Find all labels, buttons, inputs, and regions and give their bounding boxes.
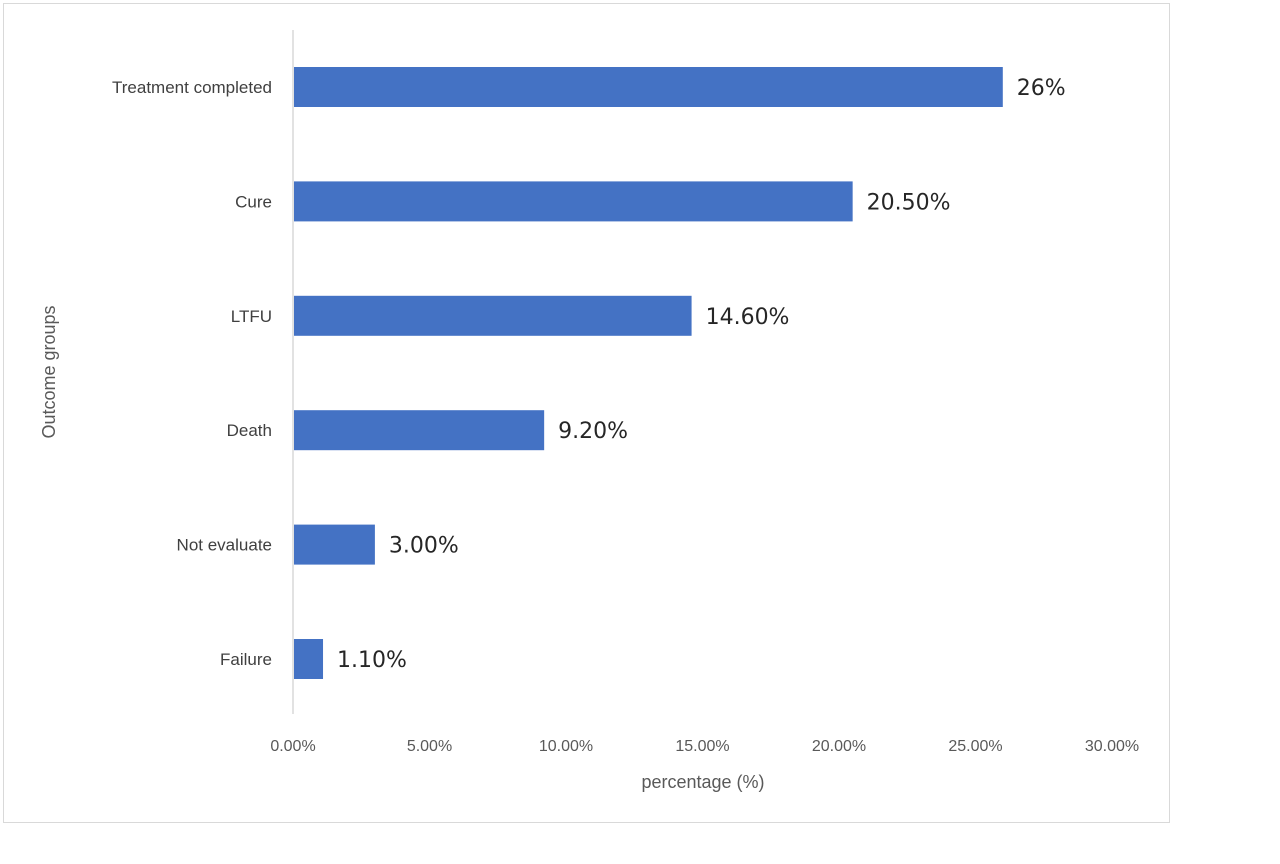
x-tick-label: 10.00% [539,738,593,755]
data-label: 3.00% [389,534,459,559]
bar [294,295,692,336]
x-tick-label: 25.00% [948,738,1002,755]
data-label: 14.60% [706,305,790,330]
bar [294,524,375,565]
category-label: Not evaluate [177,536,272,555]
x-tick-label: 15.00% [675,738,729,755]
y-axis-title: Outcome groups [39,305,59,438]
data-label: 26% [1017,76,1066,101]
bar [294,639,324,679]
bar [294,67,1003,107]
x-tick-label: 0.00% [270,738,315,755]
x-tick-label: 5.00% [407,738,452,755]
bars-group [294,67,1003,679]
x-tick-label: 20.00% [812,738,866,755]
category-label: Failure [220,650,272,669]
x-tick-label: 30.00% [1085,738,1139,755]
bar [294,410,545,451]
data-label: 9.20% [558,419,628,444]
category-labels: Treatment completed Cure LTFU Death Not eval… [112,78,272,669]
x-tick-labels: 0.00% 5.00% 10.00% 15.00% 20.00% 25.00% 30.00% [270,738,1139,755]
data-labels: 26% 20.50% 14.60% 9.20% 3.00% 1.10% [337,76,1066,673]
data-label: 1.10% [337,648,407,673]
bar [294,181,853,222]
chart-frame [3,3,1170,823]
category-label: LTFU [231,307,272,326]
category-label: Death [227,421,272,440]
x-axis-title: percentage (%) [641,772,764,792]
category-label: Treatment completed [112,78,272,97]
category-label: Cure [235,192,272,211]
data-label: 20.50% [867,190,951,215]
